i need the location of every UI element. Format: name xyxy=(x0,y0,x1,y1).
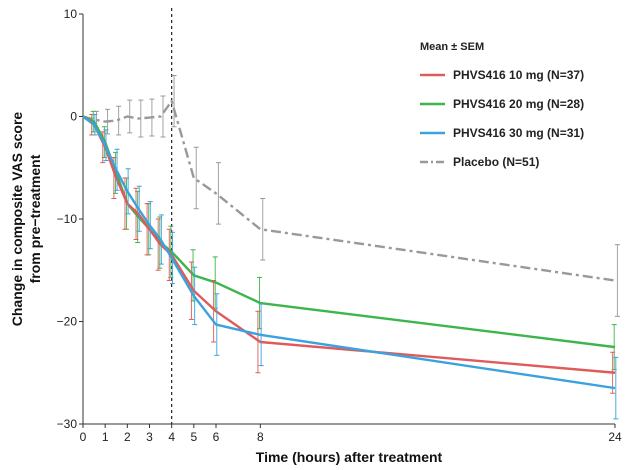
legend-label: Placebo (N=51) xyxy=(453,155,539,169)
series-layer xyxy=(82,75,620,420)
series-1 xyxy=(82,110,617,371)
y-tick-label: −20 xyxy=(57,315,78,329)
x-tick-label: 1 xyxy=(102,430,109,444)
legend-label: PHVS416 20 mg (N=28) xyxy=(453,97,584,111)
y-tick-label: −10 xyxy=(57,212,78,226)
legend-title: Mean ± SEM xyxy=(420,41,484,53)
x-tick-label: 8 xyxy=(257,430,264,444)
x-tick-label: 0 xyxy=(80,430,87,444)
x-tick-label: 6 xyxy=(213,430,220,444)
x-tick-label: 2 xyxy=(124,430,131,444)
series-2 xyxy=(82,113,619,420)
x-tick-label: 3 xyxy=(146,430,153,444)
x-tick-label: 5 xyxy=(190,430,197,444)
y-axis-title-line-1: Change in composite VAS score xyxy=(9,112,25,327)
y-tick-label: 10 xyxy=(64,7,78,21)
legend: PHVS416 10 mg (N=37) PHVS416 20 mg (N=28)… xyxy=(420,68,584,169)
series-line xyxy=(82,115,616,349)
series-line xyxy=(82,99,616,282)
x-tick-label: 24 xyxy=(608,430,622,444)
y-axis-title-line-2: from pre−treatment xyxy=(27,154,43,283)
x-axis-title: Time (hours) after treatment xyxy=(256,449,443,465)
series-line xyxy=(82,115,616,390)
legend-label: PHVS416 10 mg (N=37) xyxy=(453,68,584,82)
legend-label: PHVS416 30 mg (N=31) xyxy=(453,126,584,140)
axes: 100−10−20−300 1 2 3 4 5 6 8 24 xyxy=(57,7,622,444)
y-tick-label: −30 xyxy=(57,417,78,431)
series-3 xyxy=(82,75,620,317)
y-tick-label: 0 xyxy=(70,110,77,124)
x-tick-label: 4 xyxy=(168,430,175,444)
